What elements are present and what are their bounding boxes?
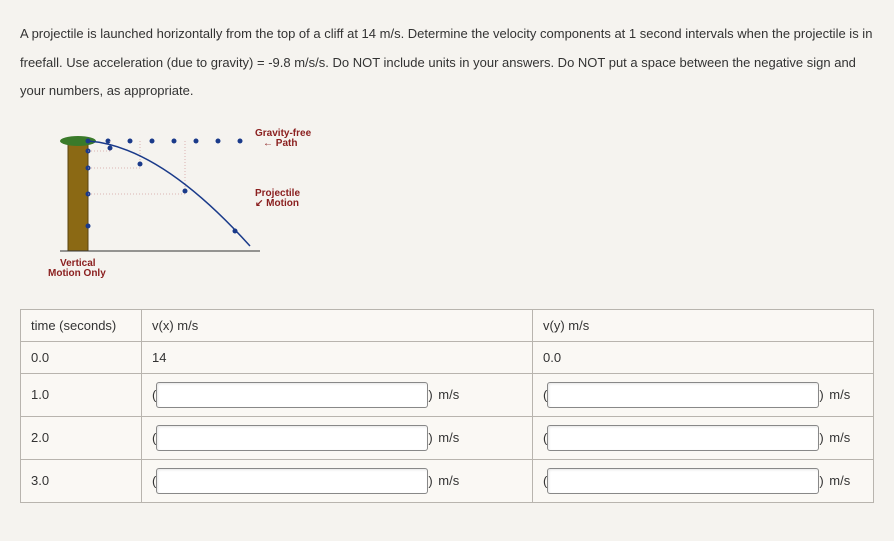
header-vx: v(x) m/s [142, 309, 533, 341]
unit-label: m/s [438, 430, 459, 445]
table-row: 2.0 () m/s () m/s [21, 416, 874, 459]
projectile-diagram: Gravity-free ← Path Projectile ↙ Motion … [40, 126, 874, 289]
table-row: 0.0 14 0.0 [21, 341, 874, 373]
vy-input-1[interactable] [547, 382, 819, 408]
unit-label: m/s [829, 430, 850, 445]
time-cell: 3.0 [21, 459, 142, 502]
table-row: 3.0 () m/s () m/s [21, 459, 874, 502]
header-vy: v(y) m/s [533, 309, 874, 341]
time-cell: 1.0 [21, 373, 142, 416]
svg-text:← Path: ← Path [263, 138, 297, 149]
svg-text:Motion Only: Motion Only [48, 268, 106, 279]
unit-label: m/s [438, 387, 459, 402]
table-row: 1.0 () m/s () m/s [21, 373, 874, 416]
header-time: time (seconds) [21, 309, 142, 341]
time-cell: 0.0 [21, 341, 142, 373]
unit-label: m/s [438, 473, 459, 488]
vy-input-2[interactable] [547, 425, 819, 451]
vy-cell: 0.0 [533, 341, 874, 373]
vx-input-1[interactable] [156, 382, 428, 408]
unit-label: m/s [829, 387, 850, 402]
vy-input-3[interactable] [547, 468, 819, 494]
velocity-table: time (seconds) v(x) m/s v(y) m/s 0.0 14 … [20, 309, 874, 503]
vx-input-2[interactable] [156, 425, 428, 451]
vx-input-3[interactable] [156, 468, 428, 494]
problem-statement: A projectile is launched horizontally fr… [20, 20, 874, 106]
svg-text:↙ Motion: ↙ Motion [255, 198, 299, 209]
time-cell: 2.0 [21, 416, 142, 459]
unit-label: m/s [829, 473, 850, 488]
vx-cell: 14 [142, 341, 533, 373]
